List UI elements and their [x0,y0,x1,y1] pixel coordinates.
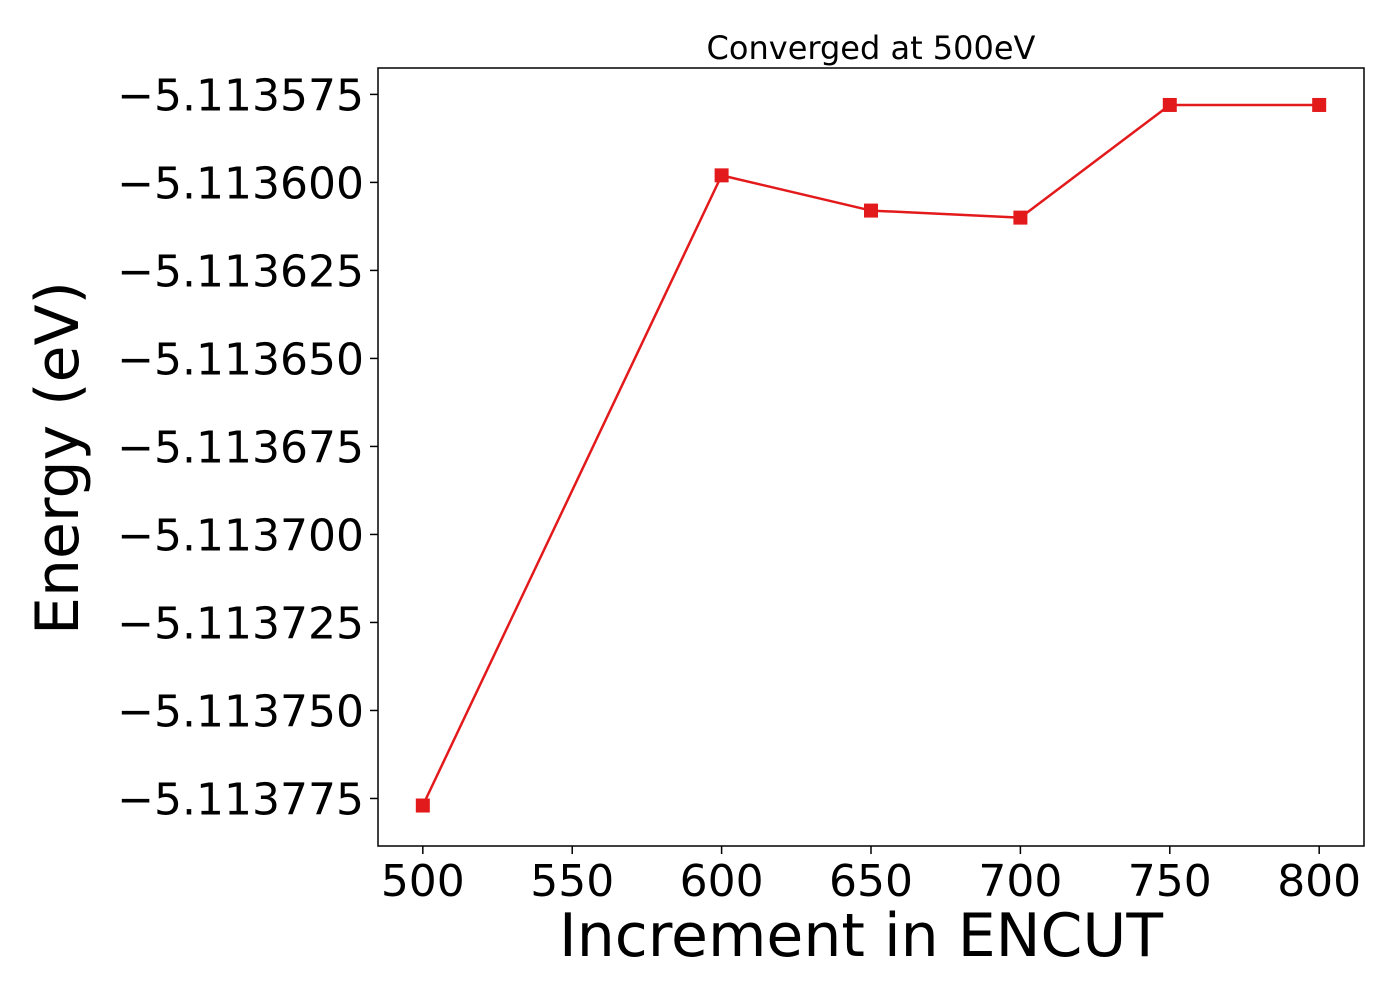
data-point-marker [864,203,878,218]
chart-title: Converged at 500eV [707,29,1036,67]
x-axis-ticks: 500 550 600 650 700 750 800 [381,846,1361,907]
y-axis-title: Energy (eV) [23,281,93,635]
data-point-marker [1312,97,1327,112]
data-point-marker [1162,97,1177,112]
x-tick-label: 800 [1277,856,1361,907]
y-tick-label: −5.113750 [117,686,364,737]
series-line [421,103,1320,807]
y-tick-label: −5.113650 [117,334,364,385]
y-tick-label: −5.113675 [117,422,364,473]
y-tick-label: −5.113625 [117,246,364,297]
x-tick-label: 500 [381,856,465,907]
series-layer [415,97,1327,813]
data-point-marker [415,798,430,813]
data-point-marker [1013,210,1028,225]
y-tick-label: −5.113600 [117,158,364,209]
x-tick-label: 750 [1128,856,1212,907]
y-axis-ticks: −5.113575 −5.113600 −5.113625 −5.113650 −5.1… [117,70,378,825]
x-tick-label: 600 [680,856,764,907]
y-tick-label: −5.113700 [117,510,364,561]
x-tick-label: 700 [978,856,1062,907]
x-axis-title: Increment in ENCUT [559,901,1163,971]
plot-frame [377,67,1365,847]
x-tick-label: 550 [530,856,614,907]
y-tick-label: −5.113725 [117,598,364,649]
y-tick-label: −5.113575 [117,70,364,121]
x-tick-label: 650 [829,856,913,907]
data-point-marker [714,168,729,183]
y-tick-label: −5.113775 [117,774,364,825]
